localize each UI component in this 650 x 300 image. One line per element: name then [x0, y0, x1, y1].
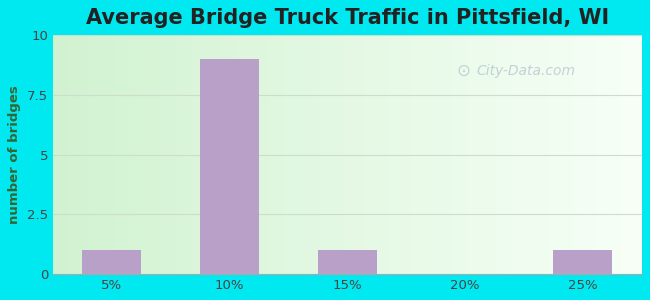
Text: ⊙: ⊙	[456, 62, 470, 80]
Y-axis label: number of bridges: number of bridges	[8, 85, 21, 224]
Bar	[553, 250, 612, 274]
Text: City-Data.com: City-Data.com	[477, 64, 576, 78]
Bar	[200, 59, 259, 274]
Bar	[83, 250, 141, 274]
Title: Average Bridge Truck Traffic in Pittsfield, WI: Average Bridge Truck Traffic in Pittsfie…	[86, 8, 609, 28]
Bar	[318, 250, 377, 274]
